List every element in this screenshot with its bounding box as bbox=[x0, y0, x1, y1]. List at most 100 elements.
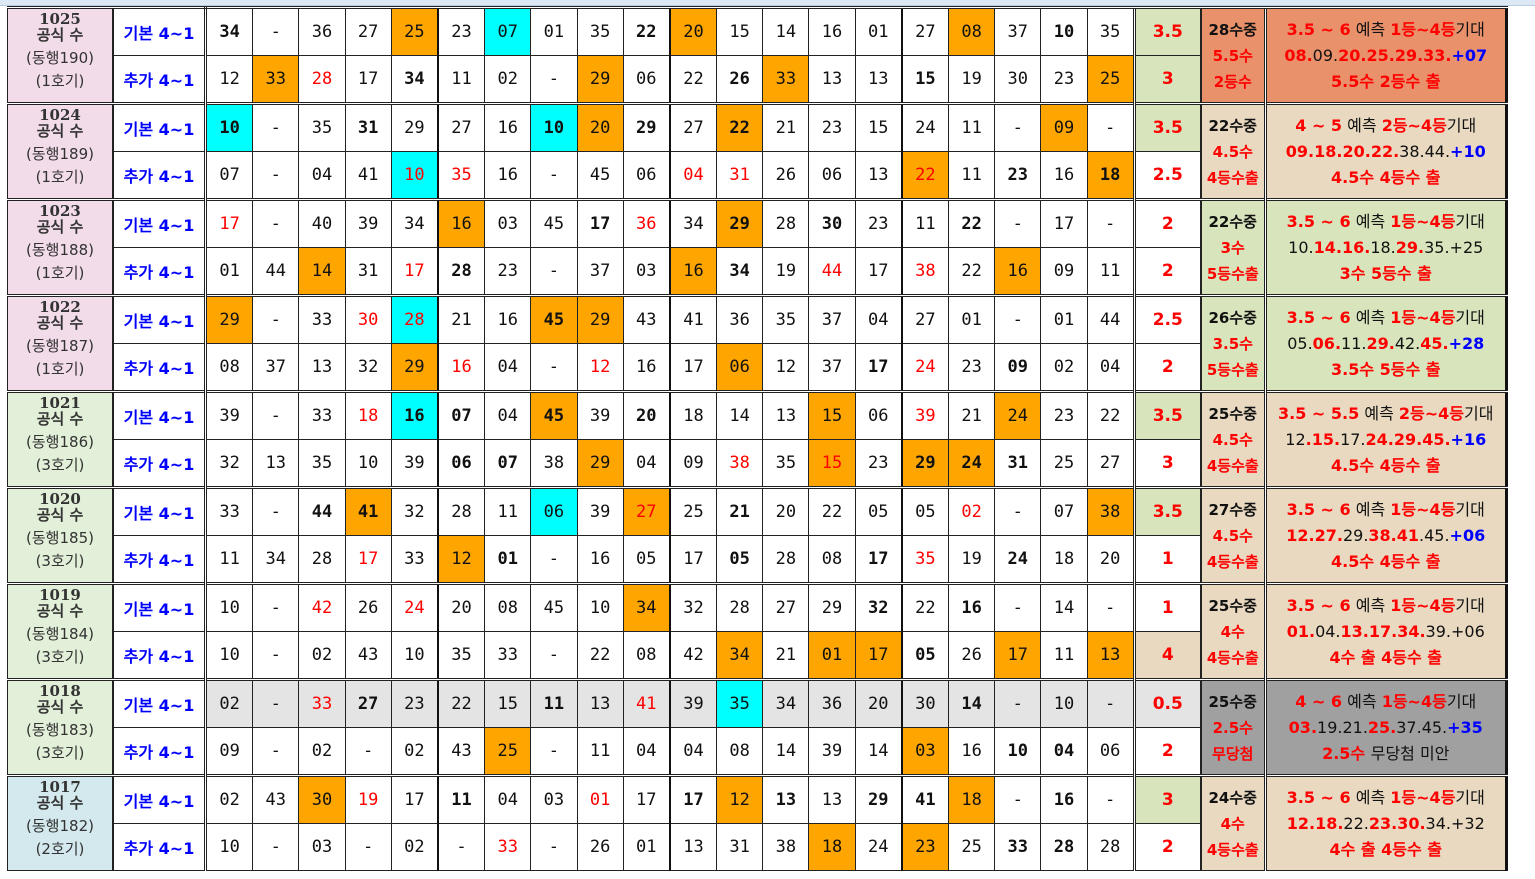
number-cell: 05 bbox=[854, 486, 903, 536]
number-cell: 42 bbox=[298, 582, 346, 632]
prediction-number-segment: 01. bbox=[1286, 621, 1316, 641]
number-cell: - bbox=[530, 247, 578, 296]
prediction-range: 3.5 ~ 6 bbox=[1286, 787, 1351, 807]
number-cell: 01 bbox=[576, 774, 624, 824]
number-cell: - bbox=[252, 486, 300, 536]
number-cell: 08 bbox=[716, 727, 764, 776]
number-cell: 17 bbox=[390, 774, 439, 824]
prediction-label: 예측 bbox=[1355, 787, 1386, 807]
summary-line: 무당첨 bbox=[1212, 744, 1254, 763]
number-cell: 10 bbox=[204, 582, 254, 632]
number-cell: 26 bbox=[344, 582, 392, 632]
prediction-result: 4.5수 4등수 출 bbox=[1268, 453, 1503, 479]
number-cell: 09 bbox=[1040, 247, 1088, 296]
number-cell: - bbox=[252, 151, 300, 200]
number-cell: 32 bbox=[854, 582, 903, 632]
number-cell: 24 bbox=[901, 343, 949, 392]
prediction-numbers: 12.27.29.38.41.45.+06 bbox=[1268, 523, 1503, 549]
number-cell: 09 bbox=[669, 439, 718, 488]
companion-count: (동행190) bbox=[26, 49, 94, 67]
number-cell: 45 bbox=[530, 294, 578, 344]
prediction-result-segment: 4.5수 4등수 출 bbox=[1331, 455, 1441, 475]
number-cell: 38 bbox=[530, 439, 578, 488]
number-cell: 27 bbox=[1086, 439, 1135, 488]
number-cell: 24 bbox=[947, 439, 996, 488]
number-cell: 27 bbox=[901, 6, 949, 56]
number-cell: - bbox=[994, 102, 1042, 152]
table-row: 1024 공식 수 (동행189) (1호기) 기본 4~1 10-35 31 29 27 16 1… bbox=[7, 102, 1508, 200]
basic-type-label: 기본 4~1 bbox=[112, 198, 207, 248]
number-cell: 25 bbox=[390, 6, 439, 56]
prediction-grade: 1등~4등 bbox=[1390, 307, 1456, 327]
number-cell: 22 bbox=[437, 678, 486, 728]
number-cell: - bbox=[252, 727, 300, 776]
number-cell: 22 bbox=[622, 6, 671, 56]
draw-label-cell: 1017 공식 수 (동행182) (2호기) bbox=[7, 774, 114, 871]
number-cell: 28 bbox=[437, 486, 486, 536]
prediction-number-segment: +16 bbox=[1450, 429, 1487, 449]
number-cell: 18 bbox=[1040, 535, 1088, 584]
prediction-result-segment: 4.5수 4등수 출 bbox=[1331, 551, 1441, 571]
number-cell: 42 bbox=[669, 631, 718, 680]
prediction-number-segment: 25. bbox=[1367, 717, 1397, 737]
number-cell: 18 bbox=[669, 390, 718, 440]
number-cell: - bbox=[530, 55, 578, 104]
prediction-number-segment: 29. bbox=[1366, 333, 1395, 353]
number-cell: 23 bbox=[947, 343, 996, 392]
prediction-number-segment: 03. bbox=[1288, 717, 1318, 737]
number-cell: 17 bbox=[576, 198, 624, 248]
table-row: 추가 4~1 10-02 43 10 35 33-22 08 42 34 21 01 17 05 26 17… bbox=[8, 631, 1507, 680]
number-cell: 12 bbox=[576, 343, 624, 392]
prediction-result: 4.5수 4등수 출 bbox=[1268, 549, 1503, 575]
number-cell: 09 bbox=[204, 727, 254, 776]
prediction-result-segment: 3수 5등수 출 bbox=[1339, 263, 1432, 283]
number-cell: 17 bbox=[854, 535, 903, 584]
number-cell: 06 bbox=[437, 439, 486, 488]
number-cell: 43 bbox=[344, 631, 392, 680]
number-cell: 35 bbox=[576, 6, 624, 56]
prediction-numbers: 01.04.13.17.34.39.+06 bbox=[1268, 619, 1503, 645]
number-cell: 14 bbox=[1040, 582, 1088, 632]
extra-type-label: 추가 4~1 bbox=[112, 535, 207, 584]
number-cell: 12 bbox=[204, 55, 254, 104]
number-cell: 01 bbox=[530, 6, 578, 56]
prediction-number-segment: 22. bbox=[1343, 813, 1369, 833]
number-cell: 17 bbox=[344, 535, 392, 584]
score-cell: 2.5 bbox=[1132, 151, 1202, 200]
number-cell: 18 bbox=[344, 390, 392, 440]
number-cell: 11 bbox=[901, 198, 949, 248]
extra-type-label: 추가 4~1 bbox=[112, 55, 207, 104]
summary-line: 28수중 bbox=[1208, 20, 1257, 39]
prediction-header: 3.5 ~ 6 예측 1등~4등기대 bbox=[1268, 785, 1503, 811]
score-cell: 3 bbox=[1132, 439, 1202, 488]
number-cell: 24 bbox=[994, 535, 1042, 584]
prediction-number-segment: 17. bbox=[1340, 429, 1366, 449]
number-cell: 35 bbox=[762, 439, 810, 488]
score-cell: 2 bbox=[1132, 823, 1202, 871]
draw-number: 1022 bbox=[39, 298, 81, 316]
number-cell: 15 bbox=[808, 439, 856, 488]
number-cell: 39 bbox=[204, 390, 254, 440]
number-cell: - bbox=[994, 486, 1042, 536]
number-cell: 10 bbox=[344, 439, 392, 488]
draw-label-cell: 1021 공식 수 (동행186) (3호기) bbox=[7, 390, 114, 488]
prediction-numbers: 09.18.20.22.38.44.+10 bbox=[1268, 139, 1503, 165]
number-cell: 41 bbox=[344, 151, 392, 200]
number-cell: 07 bbox=[484, 6, 532, 56]
score-cell: 2.5 bbox=[1132, 294, 1202, 344]
number-cell: 10 bbox=[1040, 6, 1088, 56]
summary-line: 4.5수 bbox=[1212, 142, 1253, 161]
prediction-suffix: 기대 bbox=[1455, 595, 1485, 615]
number-cell: 24 bbox=[994, 390, 1042, 440]
prediction-header: 3.5 ~ 6 예측 1등~4등기대 bbox=[1268, 305, 1503, 331]
draw-title: 공식 수 bbox=[36, 698, 84, 716]
number-cell: 27 bbox=[669, 102, 718, 152]
prediction-suffix: 기대 bbox=[1455, 307, 1485, 327]
summary-cell: 24수중 4수 4등수출 bbox=[1199, 774, 1266, 871]
prediction-number-segment: +07 bbox=[1451, 45, 1488, 65]
summary-cell: 22수중 4.5수 4등수출 bbox=[1199, 102, 1266, 200]
number-cell: 35 bbox=[716, 678, 764, 728]
number-cell: 32 bbox=[204, 439, 254, 488]
number-cell: 44 bbox=[808, 247, 856, 296]
machine-label: (2호기) bbox=[35, 840, 85, 858]
